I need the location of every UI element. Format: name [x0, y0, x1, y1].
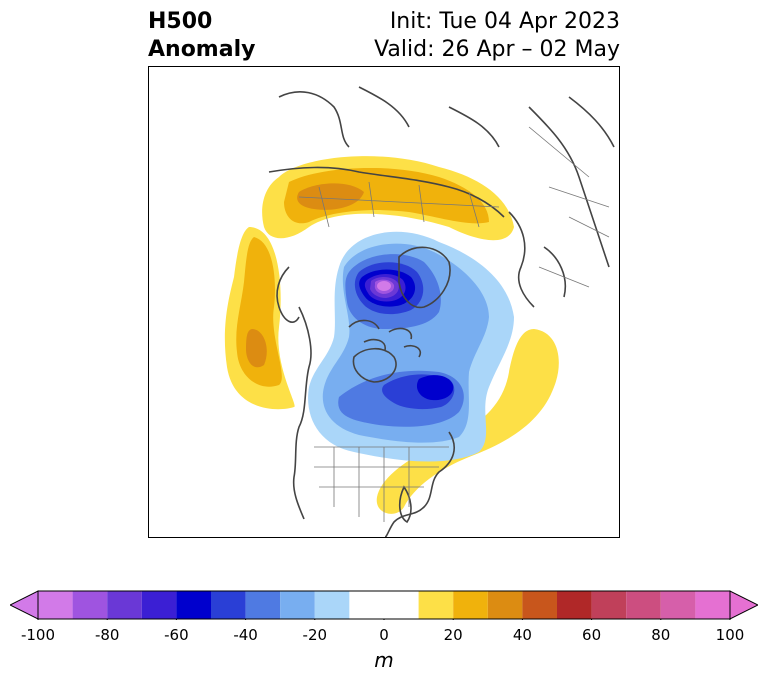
- title-field-name: H500: [148, 9, 213, 34]
- colorbar-bin: [107, 591, 142, 619]
- colorbar-tick-label: 60: [582, 626, 602, 644]
- positive-anomaly-west-atlantic: [376, 329, 559, 514]
- colorbar-tick-label: 40: [512, 626, 532, 644]
- colorbar-tick-label: -80: [94, 626, 120, 644]
- colorbar-under-extend: [10, 590, 39, 620]
- coastlines: [268, 86, 615, 537]
- colorbar-bin: [280, 591, 315, 619]
- country-borders: [298, 126, 610, 522]
- colorbar-bin: [314, 591, 350, 619]
- chart-title-left: H500 Anomaly: [148, 8, 255, 64]
- colorbar-bin: [418, 591, 454, 619]
- colorbar-bin: [660, 591, 696, 619]
- colorbar-bin: [38, 591, 73, 619]
- colorbar: [10, 590, 758, 620]
- colorbar-tick-label: -20: [302, 626, 328, 644]
- colorbar-bin: [453, 591, 488, 619]
- colorbar-bin: [72, 591, 108, 619]
- colorbar-bin: [176, 591, 211, 619]
- positive-anomaly-siberia: [262, 156, 514, 241]
- colorbar-tick-label: 20: [443, 626, 463, 644]
- colorbar-tick-label: 100: [715, 626, 745, 644]
- init-date-label: Init: Tue 04 Apr 2023: [389, 9, 620, 34]
- colorbar-bin: [487, 591, 523, 619]
- map-canvas: [224, 86, 615, 537]
- colorbar-bin: [141, 591, 177, 619]
- title-field-type: Anomaly: [148, 37, 256, 62]
- colorbar-bin: [626, 591, 661, 619]
- colorbar-tick-label: -60: [164, 626, 189, 644]
- colorbar-tick-label: -100: [20, 626, 56, 644]
- positive-anomaly-north-pacific: [224, 227, 295, 410]
- colorbar-tick-label: 80: [651, 626, 671, 644]
- colorbar-bin: [211, 591, 246, 619]
- anomaly-map: [148, 66, 620, 538]
- valid-range-label: Valid: 26 Apr – 02 May: [374, 37, 620, 62]
- colorbar-bin: [591, 591, 627, 619]
- chart-title-right: Init: Tue 04 Apr 2023 Valid: 26 Apr – 02…: [374, 8, 620, 64]
- colorbar-bin: [557, 591, 592, 619]
- colorbar-bin: [695, 591, 730, 619]
- colorbar-bin: [349, 591, 419, 619]
- colorbar-unit-label: m: [374, 648, 394, 672]
- colorbar-bin: [245, 591, 281, 619]
- colorbar-tick-label: -40: [233, 626, 258, 644]
- colorbar-tick-label: 0: [379, 626, 389, 644]
- colorbar-bin: [522, 591, 557, 619]
- negative-anomaly-arctic: [308, 231, 514, 462]
- colorbar-over-extend: [729, 590, 758, 620]
